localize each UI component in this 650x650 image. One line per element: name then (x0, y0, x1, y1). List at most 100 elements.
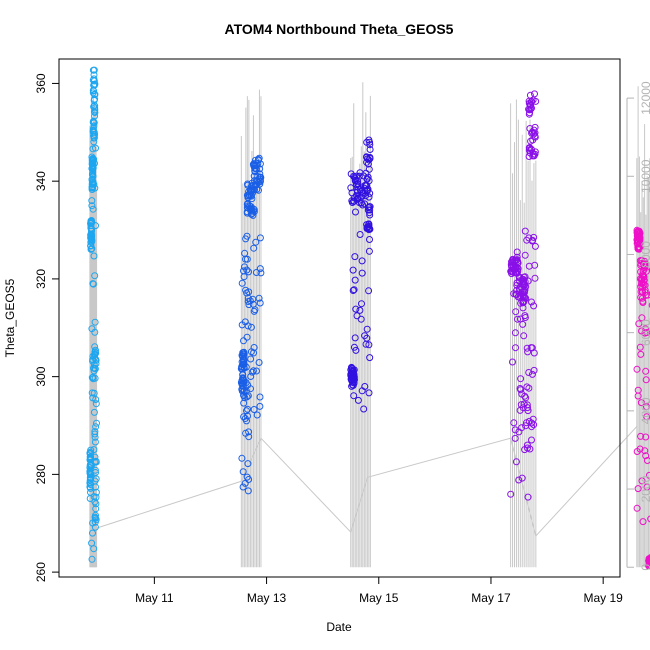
theta-point (642, 376, 650, 384)
theta-point (250, 349, 258, 357)
theta-point (633, 226, 641, 234)
theta-point (239, 350, 247, 358)
theta-point (250, 307, 258, 315)
altitude-transit-line (535, 426, 638, 537)
theta-point (510, 419, 518, 427)
theta-point (91, 453, 99, 461)
theta-point (255, 186, 262, 194)
theta-point (91, 328, 99, 336)
theta-point (360, 405, 368, 413)
theta-point (634, 243, 642, 251)
theta-point (92, 360, 100, 367)
x-tick-label: May 13 (247, 591, 287, 605)
theta-point (90, 180, 98, 188)
theta-point (353, 191, 360, 199)
theta-point (518, 474, 526, 482)
theta-point (642, 367, 650, 375)
theta-point (507, 490, 515, 498)
theta-point (647, 557, 650, 565)
theta-point (526, 106, 533, 114)
theta-point (366, 138, 374, 146)
theta-point (509, 358, 516, 366)
theta-point (639, 279, 647, 287)
y-tick-label: 320 (34, 269, 48, 289)
theta-point (243, 333, 251, 341)
y2-tick-label: 12000 (639, 81, 650, 115)
theta-point (257, 269, 265, 277)
theta-point (91, 90, 99, 98)
theta-point (90, 446, 98, 454)
theta-point (90, 81, 98, 89)
theta-point (645, 557, 650, 565)
theta-point (241, 479, 249, 487)
theta-point (356, 231, 364, 238)
theta-point (638, 275, 646, 283)
theta-point (635, 245, 643, 253)
theta-point (647, 557, 650, 565)
theta-point (238, 358, 246, 366)
theta-point (247, 385, 254, 393)
theta-point (525, 105, 533, 113)
y2-tick-label: 10000 (639, 159, 650, 193)
x-tick-label: May 19 (583, 591, 623, 605)
theta-point (520, 293, 528, 301)
theta-point (366, 189, 374, 197)
theta-point (86, 454, 94, 462)
theta-point (526, 109, 534, 117)
theta-point (90, 66, 98, 74)
theta-point (516, 406, 524, 414)
theta-point (249, 295, 257, 303)
theta-point (365, 193, 373, 201)
theta-point (524, 404, 531, 412)
theta-point (637, 283, 645, 291)
theta-point (530, 233, 538, 241)
x-tick-label: May 17 (471, 591, 511, 605)
theta-point (636, 343, 644, 351)
theta-point (634, 392, 642, 400)
theta-point (91, 184, 99, 192)
theta-point (516, 315, 524, 323)
theta-point (523, 401, 531, 409)
theta-point (91, 433, 99, 441)
theta-point (511, 329, 519, 337)
theta-point (247, 355, 255, 363)
y2-tick-label: 6000 (639, 319, 650, 346)
theta-point (365, 165, 373, 173)
theta-point (91, 365, 99, 373)
theta-point (90, 108, 98, 116)
theta-point (522, 394, 530, 402)
theta-point (245, 301, 253, 309)
theta-point (639, 518, 647, 526)
theta-point (528, 344, 536, 352)
points-layer (86, 66, 650, 570)
theta-point (365, 389, 373, 397)
theta-point (255, 154, 263, 162)
theta-point (633, 504, 641, 512)
theta-point (242, 429, 250, 437)
theta-point (250, 406, 258, 413)
theta-point (525, 144, 533, 152)
y-tick-label: 300 (34, 366, 48, 386)
theta-point (637, 268, 645, 276)
y2-tick-label: 4000 (639, 397, 650, 424)
theta-point (638, 314, 646, 322)
theta-point (239, 483, 247, 491)
theta-point (252, 181, 259, 189)
theta-point (91, 318, 99, 326)
theta-point (247, 204, 255, 212)
theta-point (637, 260, 645, 268)
theta-point (244, 405, 251, 413)
theta-point (238, 279, 246, 287)
theta-point (641, 288, 649, 296)
theta-point (88, 202, 96, 210)
theta-point (634, 485, 642, 493)
theta-point (633, 365, 641, 373)
theta-point (88, 197, 96, 205)
theta-point (253, 367, 260, 375)
theta-point (244, 192, 252, 200)
theta-point (358, 269, 366, 277)
theta-point (361, 383, 369, 390)
theta-point (244, 460, 252, 468)
y-tick-label: 260 (34, 562, 48, 582)
